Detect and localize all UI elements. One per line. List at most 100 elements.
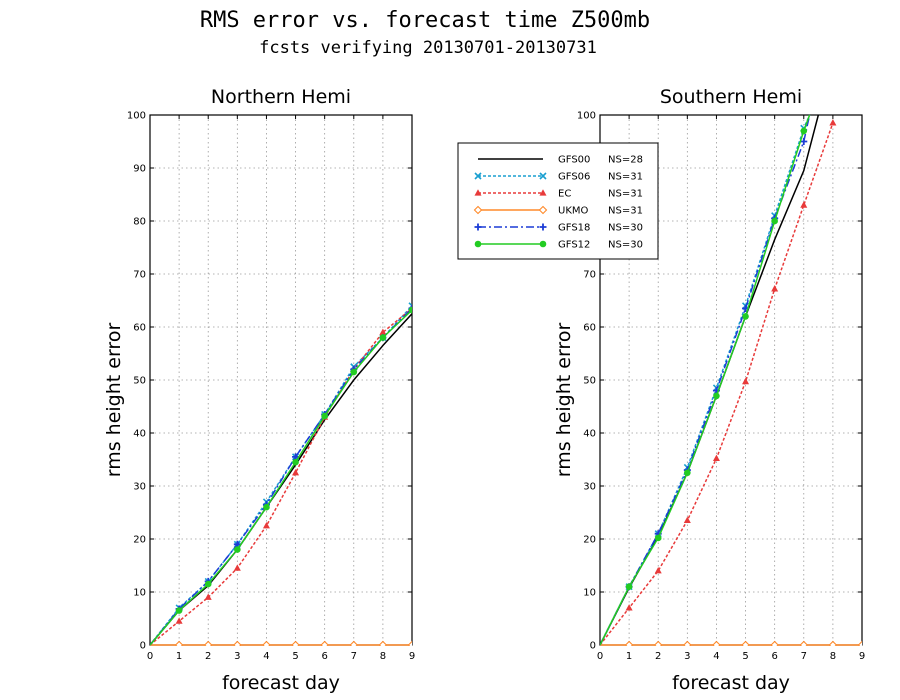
y-tick-label: 60 <box>133 323 146 334</box>
data-point-ukmo <box>407 640 412 646</box>
data-point-ec <box>829 119 837 126</box>
data-point-gfs12 <box>771 217 778 225</box>
data-point-ukmo <box>291 640 300 646</box>
panel-title: Southern Hemi <box>660 86 802 108</box>
data-point-ec <box>654 567 662 574</box>
legend-label: GFS06 <box>558 172 590 183</box>
data-point-ec <box>800 201 808 208</box>
data-point-ukmo <box>683 640 692 646</box>
legend-item-gfs06: GFS06 NS=31 <box>474 172 643 183</box>
y-tick-label: 50 <box>583 376 596 387</box>
data-point-gfs12 <box>204 580 212 588</box>
series-line-gfs12 <box>150 309 412 646</box>
x-tick-label: 5 <box>742 651 748 662</box>
legend-box <box>457 142 659 260</box>
data-point-gfs12 <box>321 412 328 420</box>
x-tick-label: 6 <box>321 651 327 662</box>
legend-marker-end <box>539 172 547 180</box>
data-point-ukmo <box>653 640 663 646</box>
legend-sample-count: NS=28 <box>608 155 643 166</box>
y-axis-label: rms height error <box>553 323 575 478</box>
data-point-ukmo <box>378 640 388 646</box>
legend-marker-end <box>538 205 548 215</box>
data-point-ukmo <box>233 640 242 646</box>
data-point-ec <box>771 285 779 292</box>
x-tick-label: 6 <box>771 651 777 662</box>
x-tick-label: 1 <box>176 651 182 662</box>
data-point-ukmo <box>741 640 750 646</box>
legend-label: EC <box>558 189 571 200</box>
legend-item-gfs12: GFS12 NS=30 <box>474 240 643 251</box>
x-tick-label: 9 <box>409 651 415 662</box>
data-point-ec <box>742 377 750 385</box>
data-point-ec <box>712 454 720 462</box>
data-point-gfs12 <box>654 534 662 542</box>
data-point-gfs12 <box>625 583 633 590</box>
x-tick-label: 3 <box>684 651 690 662</box>
data-point-gfs12 <box>292 458 299 466</box>
data-point-gfs12 <box>263 503 270 511</box>
legend-item-gfs00: GFS00 NS=28 <box>478 155 643 166</box>
y-tick-label: 60 <box>583 323 596 334</box>
y-tick-label: 10 <box>133 588 146 599</box>
y-tick-label: 90 <box>133 164 146 175</box>
y-tick-label: 70 <box>583 270 596 281</box>
series-line-gfs18 <box>150 307 412 646</box>
data-point-ukmo <box>799 640 809 646</box>
legend-marker-start <box>473 205 483 215</box>
y-tick-label: 50 <box>133 376 146 387</box>
y-tick-label: 30 <box>133 482 146 493</box>
data-point-gfs12 <box>742 313 749 320</box>
data-point-ukmo <box>174 640 184 646</box>
data-point-gfs12 <box>684 469 691 477</box>
data-point-ukmo <box>770 640 779 646</box>
legend-marker-end <box>539 240 547 248</box>
legend-item-gfs18: GFS18 NS=30 <box>474 223 643 234</box>
data-point-ec <box>175 617 183 624</box>
legend-label: GFS12 <box>558 240 590 251</box>
y-tick-label: 80 <box>133 217 146 228</box>
legend-label: GFS00 <box>558 155 590 166</box>
series-group <box>150 302 412 646</box>
data-point-gfs12 <box>379 334 387 341</box>
legend-sample-count: NS=30 <box>608 223 643 234</box>
y-tick-label: 20 <box>583 535 596 546</box>
x-tick-label: 2 <box>655 651 661 662</box>
x-tick-label: 8 <box>380 651 386 662</box>
legend-marker-start <box>474 223 482 231</box>
legend-marker-start <box>474 189 482 196</box>
data-point-gfs18 <box>800 138 808 145</box>
panel-title: Northern Hemi <box>211 86 351 108</box>
figure-subtitle: fcsts verifying 20130701-20130731 <box>259 38 597 58</box>
legend: GFS00 NS=28 GFS06 NS=31 EC NS=31 UKMO NS=31 GFS1… <box>457 142 659 260</box>
data-point-ukmo <box>320 640 329 646</box>
data-point-ukmo <box>828 640 838 646</box>
x-tick-label: 3 <box>234 651 240 662</box>
x-axis-label: forecast day <box>222 672 340 694</box>
x-tick-label: 4 <box>713 651 719 662</box>
data-point-gfs12 <box>408 306 412 314</box>
x-axis-label: forecast day <box>672 672 790 694</box>
x-tick-label: 5 <box>292 651 298 662</box>
legend-label: UKMO <box>558 206 589 217</box>
data-point-gfs12 <box>713 392 720 400</box>
chart-panel-southern: 01234567890102030405060708090100Southern… <box>553 86 865 694</box>
data-point-ec <box>204 593 212 600</box>
series-group <box>600 114 862 646</box>
series-line-ec <box>150 307 412 646</box>
legend-marker-start <box>474 172 482 180</box>
y-tick-label: 70 <box>133 270 146 281</box>
data-point-ukmo <box>203 640 213 646</box>
legend-marker-start <box>474 240 482 248</box>
y-tick-label: 0 <box>140 641 146 652</box>
x-tick-label: 9 <box>859 651 865 662</box>
gridlines <box>150 115 412 645</box>
x-tick-label: 7 <box>801 651 807 662</box>
x-tick-label: 1 <box>626 651 632 662</box>
data-point-ukmo <box>349 640 359 646</box>
y-tick-label: 10 <box>583 588 596 599</box>
legend-item-ec: EC NS=31 <box>474 189 643 200</box>
chart-panel-northern: 0 1 2 3 4 5 6 7 8 90102030405060708090100Northern… <box>103 86 415 694</box>
data-point-gfs12 <box>175 607 183 614</box>
y-tick-label: 40 <box>583 429 596 440</box>
